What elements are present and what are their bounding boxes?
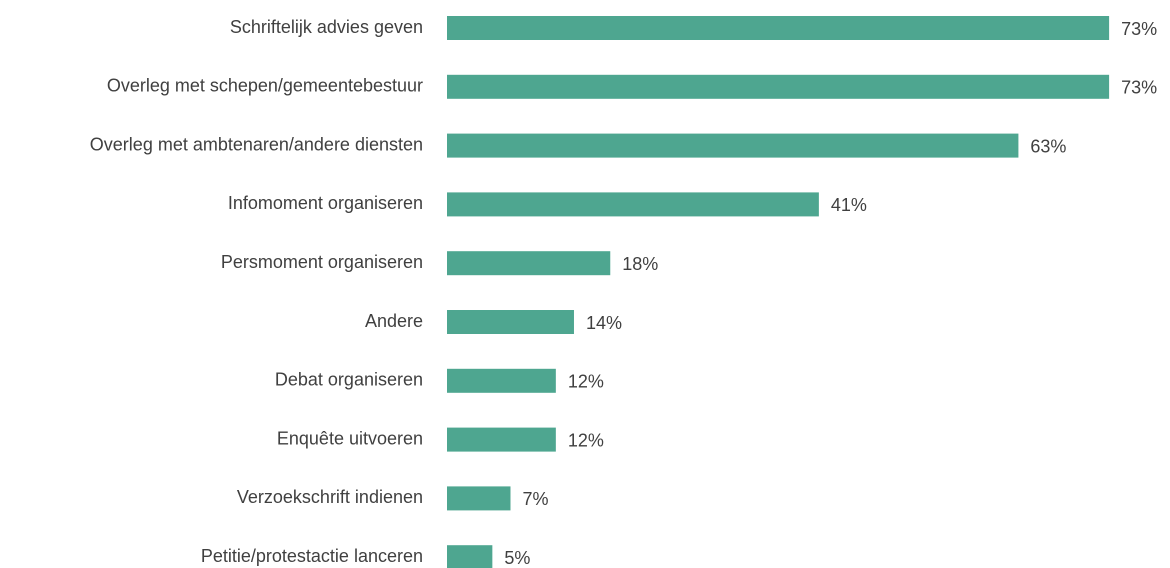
- bar: [447, 74, 1110, 99]
- category-label: Infomoment organiseren: [228, 193, 423, 213]
- bar: [447, 368, 556, 393]
- value-label: 73%: [1121, 78, 1157, 98]
- category-label: Persmoment organiseren: [221, 252, 423, 272]
- category-label: Debat organiseren: [275, 370, 423, 390]
- category-label: Petitie/protestactie lanceren: [201, 546, 423, 566]
- category-label: Overleg met schepen/gemeentebestuur: [107, 76, 423, 96]
- category-label: Verzoekschrift indienen: [237, 487, 423, 507]
- bar: [447, 16, 1110, 40]
- bar: [447, 310, 574, 334]
- bar: [447, 192, 819, 217]
- value-label: 73%: [1121, 19, 1157, 39]
- value-label: 18%: [622, 254, 658, 274]
- value-label: 12%: [568, 430, 604, 450]
- value-label: 41%: [831, 195, 867, 215]
- bar: [447, 133, 1019, 158]
- value-label: 14%: [586, 313, 622, 333]
- value-label: 63%: [1030, 136, 1066, 156]
- category-label: Enquête uitvoeren: [277, 428, 423, 448]
- category-label: Overleg met ambtenaren/andere diensten: [90, 134, 423, 154]
- value-label: 12%: [568, 372, 604, 392]
- bar: [447, 545, 493, 568]
- value-label: 7%: [522, 489, 548, 509]
- bar: [447, 427, 556, 452]
- category-label: Andere: [365, 311, 423, 331]
- bar: [447, 486, 511, 511]
- category-label: Schriftelijk advies geven: [230, 17, 423, 37]
- bar: [447, 251, 611, 276]
- value-label: 5%: [504, 548, 530, 568]
